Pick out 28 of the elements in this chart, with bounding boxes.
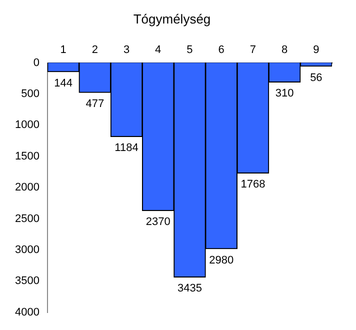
y-tick-label: 3500 (14, 275, 40, 288)
y-tick-label: 500 (21, 88, 40, 100)
data-label: 3435 (177, 282, 202, 295)
y-tick-label: 2500 (14, 212, 40, 225)
y-tick-label: 1000 (14, 119, 40, 132)
data-label: 56 (310, 72, 322, 84)
y-tick-label: 2000 (14, 182, 40, 194)
data-label: 310 (275, 88, 294, 100)
data-label: 477 (86, 98, 104, 110)
y-tick-label: 0 (33, 56, 40, 69)
x-tick-label: 8 (282, 44, 288, 56)
x-tick-label: 3 (123, 44, 130, 56)
y-tick-label: 1500 (14, 150, 40, 162)
data-label: 2370 (146, 216, 170, 228)
data-label: 2980 (209, 254, 234, 266)
x-tick-label: 7 (250, 44, 256, 56)
x-tick-label: 1 (60, 44, 66, 56)
data-label: 1184 (114, 142, 138, 154)
y-tick-label: 4000 (14, 306, 40, 318)
x-tick-label: 4 (155, 44, 162, 56)
x-tick-label: 5 (186, 44, 193, 56)
x-tick-label: 2 (92, 44, 98, 56)
data-label: 1768 (240, 178, 266, 191)
y-tick-label: 3000 (14, 244, 40, 256)
data-label: 144 (54, 77, 72, 90)
x-tick-label: 9 (313, 44, 320, 56)
x-tick-label: 6 (218, 44, 224, 56)
chart-title: Tógymélység (133, 11, 211, 26)
